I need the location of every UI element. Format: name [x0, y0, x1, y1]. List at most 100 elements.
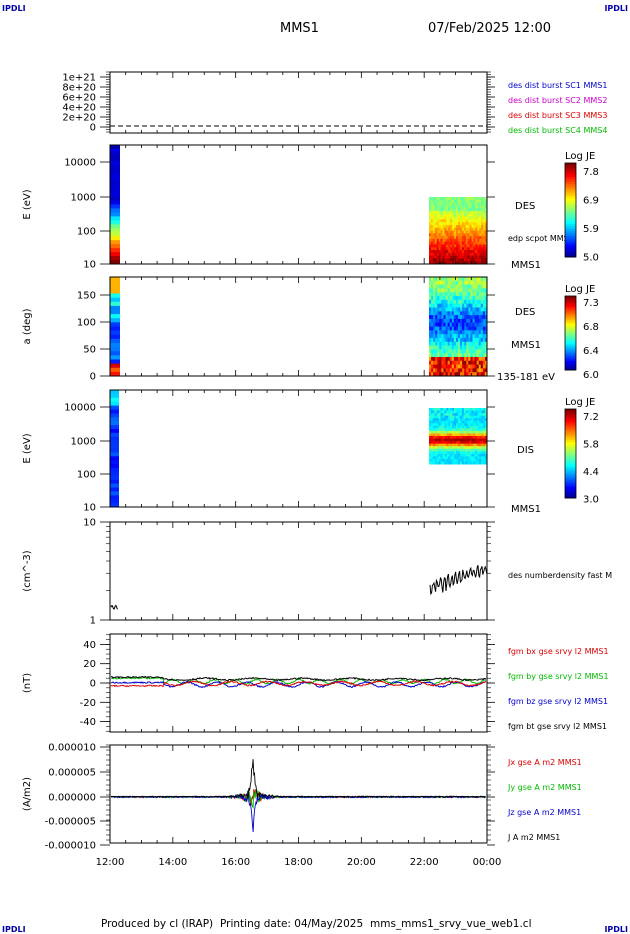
spectrogram-cell — [465, 241, 469, 245]
spectrogram-cell — [433, 315, 436, 320]
spectrogram-cell — [441, 292, 444, 297]
spectrogram-cell — [446, 458, 449, 462]
ylabel-6: (A/m2) — [22, 777, 33, 811]
dis-label: DIS — [517, 445, 534, 456]
colorbar-tick: 7.2 — [583, 412, 599, 423]
ytick-label-0: 8e+20 — [62, 83, 96, 94]
spectrogram-cell — [110, 301, 120, 307]
spectrogram-cell — [446, 410, 449, 414]
spectrogram-cell — [462, 368, 465, 373]
spectrogram-cell — [448, 224, 451, 229]
xtick-label: 00:00 — [473, 857, 502, 868]
spectrogram-cell — [482, 315, 486, 320]
spectrogram-cell — [441, 326, 444, 331]
spectrogram-cell — [485, 443, 488, 447]
colorbar-cell — [565, 170, 576, 173]
spectrogram-cell — [452, 216, 455, 220]
spectrogram-cell — [429, 322, 432, 327]
ytick-label-6: 0.000005 — [48, 768, 96, 779]
spectrogram-cell — [429, 326, 432, 331]
spectrogram-cell — [432, 238, 436, 243]
spectrogram-cell — [450, 230, 453, 234]
spectrogram-cell — [455, 364, 459, 369]
spectrogram-cell — [462, 330, 465, 335]
spectrogram-cell — [477, 261, 480, 265]
spectrogram-cell — [437, 303, 440, 308]
spectrogram-cell — [467, 222, 471, 226]
spectrogram-cell — [472, 322, 476, 327]
spectrogram-cell — [476, 368, 480, 373]
spectrogram-cell — [446, 453, 449, 457]
spectrogram-cell — [479, 443, 482, 447]
spectrogram-cell — [435, 280, 438, 286]
spectrogram-cell — [481, 261, 484, 265]
spectrogram-cell — [438, 216, 442, 220]
spectrogram-cell — [458, 430, 461, 434]
spectrogram-cell — [464, 292, 467, 297]
spectrogram-cell — [430, 446, 434, 450]
spectrogram-cell — [442, 241, 445, 245]
spectrogram-cell — [438, 458, 442, 462]
spectrogram-cell — [438, 197, 442, 201]
spectrogram-cell — [436, 258, 440, 262]
mms1-label: MMS1 — [511, 260, 541, 271]
spectrogram-cell — [465, 446, 469, 450]
spectrogram-cell — [439, 326, 442, 331]
colorbar-cell — [565, 245, 576, 249]
spectrogram-cell — [429, 277, 432, 282]
spectrogram-cell — [483, 255, 486, 259]
spectrogram-cell — [484, 349, 488, 354]
spectrogram-cell — [429, 230, 432, 234]
spectrogram-cell — [461, 213, 465, 218]
spectrogram-cell — [445, 372, 449, 377]
spectrogram-cell — [481, 247, 484, 251]
spectrogram-cell — [484, 326, 488, 331]
spectrogram-cell — [465, 456, 469, 460]
spectrogram-cell — [441, 299, 444, 305]
spectrogram-cell — [481, 418, 484, 422]
spectrogram-cell — [469, 236, 473, 240]
spectrogram-cell — [469, 430, 473, 434]
spectrogram-cell — [446, 441, 449, 445]
spectrogram-cell — [484, 353, 488, 358]
spectrogram-cell — [482, 360, 486, 366]
spectrogram-cell — [461, 244, 465, 248]
spectrogram-cell — [455, 322, 459, 327]
spectrogram-cell — [431, 353, 434, 358]
spectrogram-cell — [474, 292, 478, 297]
spectrogram-cell — [465, 418, 469, 422]
spectrogram-cell — [466, 326, 469, 331]
spectrogram-cell — [440, 410, 444, 414]
spectrogram-cell — [438, 230, 442, 234]
spectrogram-cell — [429, 372, 432, 377]
spectrogram-cell — [437, 277, 440, 282]
spectrogram-cell — [437, 296, 440, 301]
spectrogram-cell — [477, 458, 480, 462]
spectrogram-cell — [437, 284, 440, 289]
ylabel-1: E (eV) — [22, 189, 33, 219]
spectrogram-cell — [472, 288, 476, 293]
spectrogram-cell — [455, 292, 459, 297]
spectrogram-cell — [479, 261, 482, 265]
colorbar-cell — [565, 342, 576, 345]
spectrogram-cell — [475, 436, 478, 440]
spectrogram-cell — [463, 410, 467, 414]
spectrogram-cell — [467, 456, 471, 460]
spectrogram-cell — [455, 296, 459, 301]
spectrogram-cell — [463, 408, 467, 412]
spectrogram-cell — [482, 299, 486, 305]
spectrogram-cell — [458, 322, 461, 327]
spectrogram-cell — [432, 458, 436, 462]
spectrogram-cell — [448, 227, 451, 231]
spectrogram-cell — [440, 227, 444, 231]
ytick-label-6: 0.000000 — [48, 793, 96, 804]
spectrogram-cell — [443, 372, 447, 377]
spectrogram-cell — [452, 430, 455, 434]
spectrogram-cell — [477, 241, 480, 245]
spectrogram-cell — [478, 349, 482, 354]
spectrogram-cell — [442, 433, 445, 437]
spectrogram-cell — [449, 277, 453, 282]
spectrogram-cell — [430, 197, 434, 201]
spectrogram-cell — [432, 236, 436, 240]
spectrogram-cell — [431, 372, 434, 377]
